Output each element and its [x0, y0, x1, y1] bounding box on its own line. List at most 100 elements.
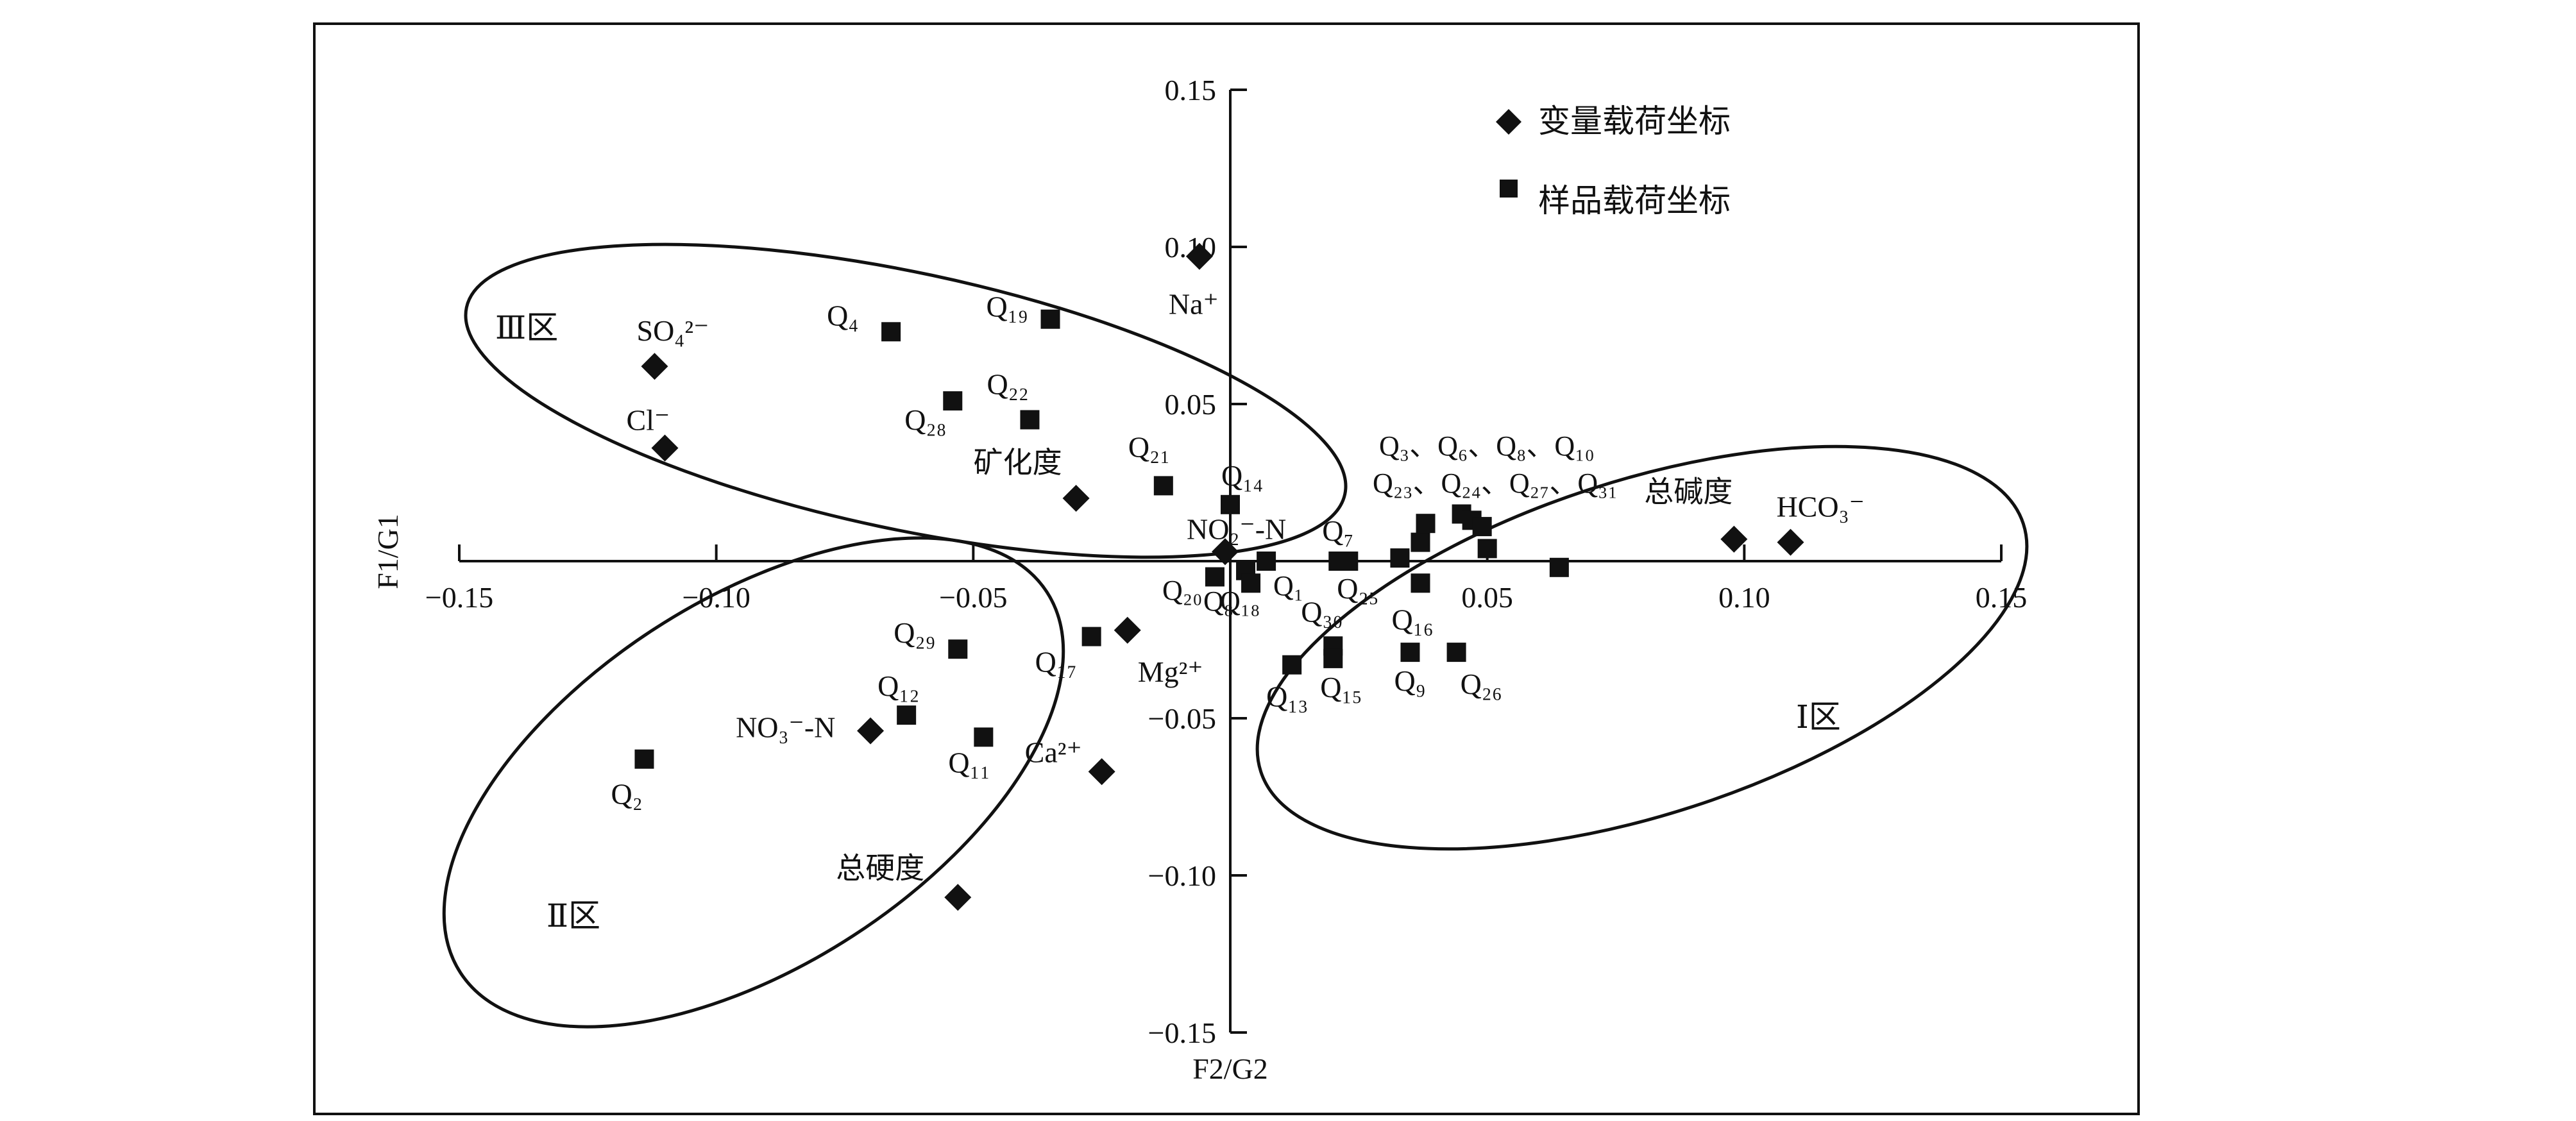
square-marker — [1549, 557, 1569, 577]
variable-label: 总碱度 — [1644, 476, 1733, 509]
y-tick-label: 0.15 — [1165, 74, 1217, 106]
annotation-q20: Q₂₀ — [1162, 575, 1202, 606]
square-marker — [1153, 476, 1173, 496]
sample-label: Q₁₅ — [1320, 671, 1362, 704]
sample-label: Q₂₉ — [894, 616, 935, 649]
square-marker — [1339, 552, 1359, 571]
region-i-label: Ⅰ区 — [1796, 699, 1841, 735]
variable-label: NO₂⁻-N — [1187, 512, 1286, 545]
legend-label-sample: 样品载荷坐标 — [1538, 183, 1731, 219]
x-tick-label: 0.10 — [1718, 581, 1770, 614]
square-marker — [1411, 532, 1430, 552]
square-marker — [974, 727, 994, 747]
point-labels: Na⁺ SO₄²⁻ Cl⁻ 矿化度 NO₂⁻-N Mg²⁺ NO₃⁻-N Ca²⁺ 总硬度 总碱度… — [611, 288, 1864, 885]
square-marker — [1241, 573, 1261, 593]
x-tick-label: −0.05 — [939, 581, 1007, 614]
axes: −0.15 −0.10 −0.05 0.05 0.10 0.15 −0.15 −0.10 −0.… — [371, 74, 2027, 1085]
annotation-q18: Q₁₈ — [1220, 586, 1260, 617]
annotation-q23-q24-q27-q31: Q₂₃、Q₂₄、Q₂₇、Q₃₁ — [1373, 468, 1618, 499]
x-tick-label: −0.15 — [425, 581, 493, 614]
region-ellipses — [442, 242, 2029, 1029]
square-marker — [1400, 643, 1420, 662]
region-i-ellipse — [1255, 444, 2029, 851]
diamond-marker — [1211, 538, 1239, 566]
sample-label: Q₁₂ — [877, 670, 919, 702]
y-tick-label: −0.15 — [1148, 1016, 1216, 1049]
square-marker — [1040, 309, 1060, 329]
sample-label: Q₂ — [611, 778, 642, 811]
sample-label: Q₁₇ — [1035, 646, 1077, 678]
diamond-marker — [1114, 616, 1141, 644]
sample-label: Q₃₀ — [1301, 595, 1343, 628]
variable-label: HCO₃⁻ — [1776, 491, 1864, 523]
diamond-marker — [1062, 485, 1090, 512]
square-marker — [1390, 548, 1410, 568]
x-axis-label: F2/G2 — [1192, 1052, 1268, 1085]
square-marker — [948, 639, 968, 659]
sample-label: Q₁₉ — [987, 291, 1028, 323]
variable-label: Ca²⁺ — [1025, 736, 1082, 768]
square-marker — [881, 322, 901, 342]
variable-label: Mg²⁺ — [1138, 655, 1203, 688]
square-marker — [1446, 643, 1466, 662]
legend-diamond-icon — [1496, 109, 1521, 135]
square-marker — [1221, 494, 1240, 514]
square-marker — [1411, 573, 1430, 593]
sample-label: Q₇ — [1322, 514, 1353, 547]
sample-label: Q₂₅ — [1337, 572, 1378, 605]
annotation-q3-q6-q8-q10: Q₃、Q₆、Q₈、Q₁₀ — [1379, 430, 1595, 462]
square-marker — [1081, 627, 1101, 646]
sample-label: Q₁₃ — [1266, 680, 1308, 713]
square-marker — [1472, 517, 1492, 537]
variable-label: 矿化度 — [974, 446, 1062, 479]
annotations: Q₃、Q₆、Q₈、Q₁₀ Q₂₃、Q₂₄、Q₂₇、Q₃₁ Q₈ Q₁ Q₂₀ Q… — [1162, 430, 1618, 617]
sample-label: Q₂₆ — [1461, 668, 1502, 700]
chart-marks — [634, 242, 1804, 911]
square-marker — [943, 391, 963, 411]
square-marker — [1257, 552, 1276, 571]
variable-label: NO₃⁻-N — [736, 711, 835, 744]
square-marker — [634, 749, 654, 769]
diamond-marker — [1720, 525, 1748, 553]
square-marker — [1416, 514, 1436, 534]
square-marker — [1205, 567, 1224, 587]
sample-label: Q₂₂ — [987, 368, 1028, 401]
variable-label: SO₄²⁻ — [637, 314, 709, 347]
sample-label: Q₁₁ — [948, 746, 990, 779]
sample-label: Q₁₄ — [1221, 459, 1263, 492]
square-marker — [1477, 539, 1497, 559]
x-tick-label: −0.10 — [682, 581, 750, 614]
sample-label: Q₂₈ — [904, 403, 946, 436]
diamond-marker — [651, 434, 679, 462]
diamond-marker — [1185, 242, 1213, 270]
square-marker — [1020, 410, 1040, 430]
annotation-q1: Q₁ — [1273, 570, 1303, 602]
y-tick-label: −0.10 — [1148, 859, 1216, 892]
legend: 变量载荷坐标 样品载荷坐标 — [1496, 103, 1731, 219]
sample-label: Q₂₁ — [1128, 430, 1170, 463]
diamond-marker — [1088, 758, 1115, 786]
diamond-marker — [1777, 528, 1804, 556]
region-iii-ellipse — [464, 242, 1348, 559]
chart-frame — [313, 22, 2140, 1115]
y-tick-label: 0.05 — [1165, 388, 1217, 421]
legend-square-icon — [1500, 180, 1518, 198]
sample-label: Q₄ — [827, 299, 858, 332]
y-axis-label: F1/G1 — [371, 514, 404, 589]
y-tick-label: −0.05 — [1148, 702, 1216, 735]
sample-label: Q₁₆ — [1391, 603, 1433, 636]
square-marker — [1282, 655, 1302, 675]
square-marker — [897, 705, 917, 725]
square-marker — [1323, 648, 1343, 668]
region-iii-label: Ⅲ区 — [495, 310, 558, 346]
x-tick-label: 0.15 — [1976, 581, 2028, 614]
region-ii-label: Ⅱ区 — [547, 898, 600, 934]
variable-label: 总硬度 — [836, 852, 924, 884]
sample-label: Q₉ — [1394, 664, 1425, 697]
legend-label-variable: 变量载荷坐标 — [1538, 103, 1731, 139]
region-ii-ellipse — [442, 536, 1065, 1029]
annotation-q8: Q₈ — [1203, 586, 1233, 617]
diamond-marker — [641, 353, 668, 380]
x-tick-label: 0.05 — [1461, 581, 1513, 614]
